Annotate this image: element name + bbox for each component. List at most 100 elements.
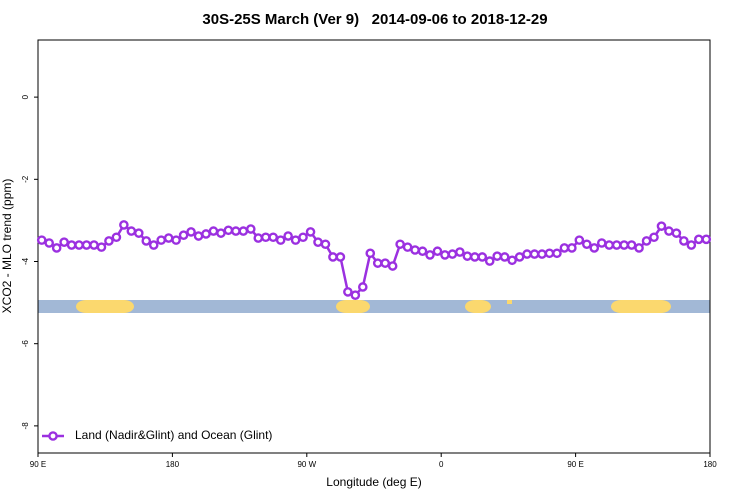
data-point (365, 248, 376, 259)
land-band (611, 300, 671, 313)
data-point (462, 251, 473, 261)
data-point (141, 236, 152, 246)
data-point (559, 243, 570, 253)
data-point (193, 231, 204, 241)
data-point (425, 250, 435, 260)
data-point (372, 258, 383, 268)
plot-frame (37, 39, 711, 454)
data-point (66, 240, 77, 250)
y-axis-label: XCO2 - MLO trend (ppm) (0, 179, 14, 314)
data-point (582, 239, 592, 250)
data-point (171, 235, 181, 245)
legend: Land (Nadir&Glint) and Ocean (Glint) (42, 428, 272, 442)
data-point (664, 226, 674, 236)
data-point (656, 221, 667, 231)
data-point (148, 240, 159, 250)
data-point (186, 227, 196, 237)
data-point (477, 252, 488, 262)
land-band (336, 300, 370, 313)
chart-title: 30S-25S March (Ver 9) 2014-09-06 to 2018… (202, 11, 547, 28)
data-point (253, 233, 264, 243)
y-tick-label: 0 (21, 94, 30, 99)
data-point (96, 242, 107, 252)
data-point (499, 252, 510, 262)
data-point (283, 231, 293, 241)
data-point (701, 234, 712, 245)
data-point (313, 237, 323, 247)
data-point (626, 240, 637, 250)
data-point (119, 220, 129, 230)
data-point (455, 247, 465, 257)
data-point (649, 232, 659, 243)
data-point (395, 239, 405, 250)
legend-marker (48, 431, 58, 441)
data-point (440, 250, 450, 260)
data-point (133, 228, 144, 238)
data-point (402, 242, 413, 252)
data-point (380, 258, 391, 268)
data-point (514, 252, 525, 262)
land-band (76, 300, 134, 313)
data-point (44, 238, 55, 248)
data-point (544, 248, 555, 259)
x-tick-label: 180 (166, 460, 180, 469)
y-tick-label: -8 (21, 422, 30, 430)
data-point (328, 252, 338, 262)
data-point (522, 249, 532, 259)
data-point (604, 240, 615, 250)
data-point (492, 251, 503, 261)
y-tick-label: -4 (21, 257, 30, 265)
data-point (432, 246, 443, 257)
data-point (320, 239, 331, 250)
data-point (671, 228, 682, 238)
data-point (589, 243, 600, 253)
data-point (469, 252, 480, 262)
data-point (89, 240, 99, 250)
data-point (447, 249, 458, 259)
land-band (465, 300, 491, 313)
data-point (74, 240, 84, 250)
data-point (679, 236, 689, 246)
data-point (275, 235, 286, 245)
data-point (611, 240, 622, 250)
y-tick-label: -2 (21, 175, 30, 183)
data-point (36, 235, 47, 245)
x-axis-label: Longitude (deg E) (326, 475, 421, 489)
data-point (104, 236, 114, 246)
x-tick-label: 180 (703, 460, 717, 469)
data-point (268, 232, 279, 243)
data-point (641, 236, 652, 246)
data-point (484, 256, 495, 266)
data-point (201, 229, 211, 239)
data-point (178, 230, 189, 240)
data-point (231, 226, 241, 236)
data-point (298, 232, 308, 243)
y-tick-label: -6 (21, 340, 30, 348)
data-point (245, 224, 256, 234)
data-point (156, 235, 166, 245)
data-point (335, 252, 346, 262)
data-point (507, 255, 517, 266)
data-point (634, 243, 644, 253)
data-point (126, 226, 137, 236)
data-point (694, 234, 704, 245)
legend-label: Land (Nadir&Glint) and Ocean (Glint) (75, 428, 272, 442)
data-point (305, 227, 316, 237)
data-point (208, 226, 219, 236)
data-point (111, 232, 122, 243)
data-point (574, 235, 585, 245)
data-point (567, 243, 577, 253)
data-point (417, 246, 428, 257)
data-point (686, 240, 697, 250)
x-tick-label: 90 E (30, 460, 46, 469)
data-point (260, 232, 271, 243)
data-point (81, 240, 92, 250)
data-point (163, 233, 174, 243)
data-point (529, 249, 540, 259)
land-band (507, 300, 512, 304)
data-point (596, 238, 607, 248)
data-point (290, 235, 301, 245)
land-ocean-band (38, 300, 710, 313)
data-point (357, 282, 368, 292)
